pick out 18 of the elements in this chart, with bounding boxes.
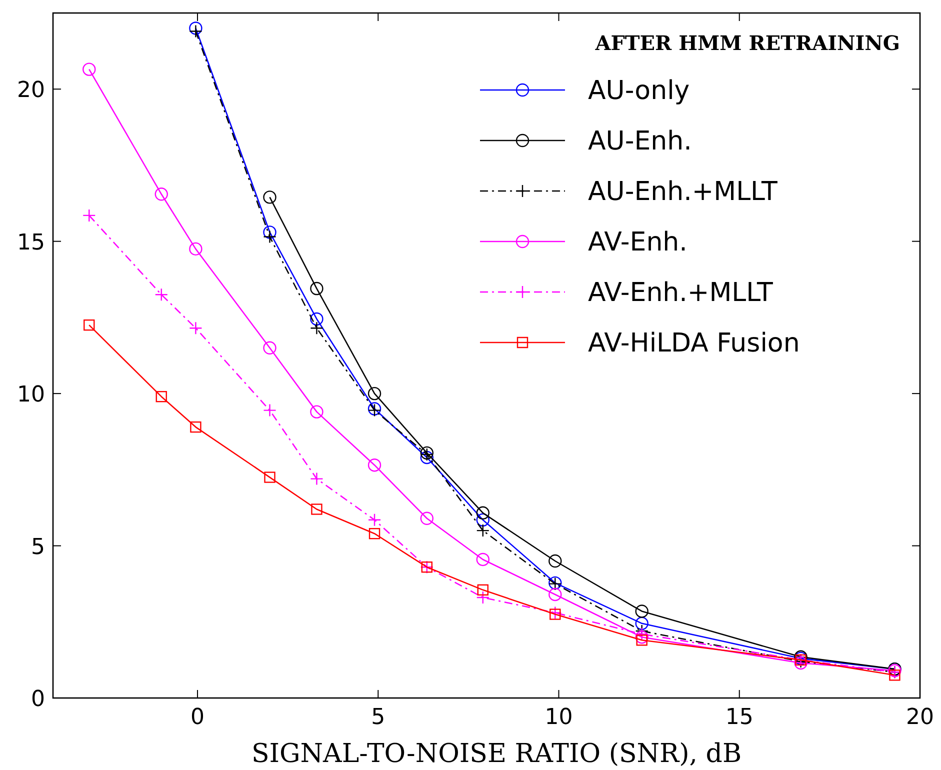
legend-label: AU-only bbox=[588, 76, 690, 106]
legend-label: AV-Enh. bbox=[588, 228, 688, 258]
y-tick-label: 20 bbox=[17, 78, 45, 104]
x-tick-label: 5 bbox=[371, 705, 386, 730]
y-tick-label: 0 bbox=[31, 687, 45, 712]
legend-title: AFTER HMM RETRAINING bbox=[594, 31, 900, 55]
legend-label: AU-Enh. bbox=[588, 126, 692, 156]
y-tick-label: 5 bbox=[31, 534, 45, 560]
x-tick-label: 15 bbox=[725, 705, 754, 730]
y-tick-label: 15 bbox=[17, 230, 45, 256]
legend-label: AV-HiLDA Fusion bbox=[588, 328, 800, 358]
legend-label: AV-Enh.+MLLT bbox=[588, 278, 774, 308]
legend-label: AU-Enh.+MLLT bbox=[588, 177, 778, 207]
x-tick-label: 10 bbox=[544, 705, 573, 730]
x-tick-label: 0 bbox=[190, 705, 204, 730]
x-tick-label: 20 bbox=[906, 705, 934, 730]
y-tick-label: 10 bbox=[17, 382, 45, 408]
x-axis-title: SIGNAL-TO-NOISE RATIO (SNR), dB bbox=[251, 739, 742, 769]
